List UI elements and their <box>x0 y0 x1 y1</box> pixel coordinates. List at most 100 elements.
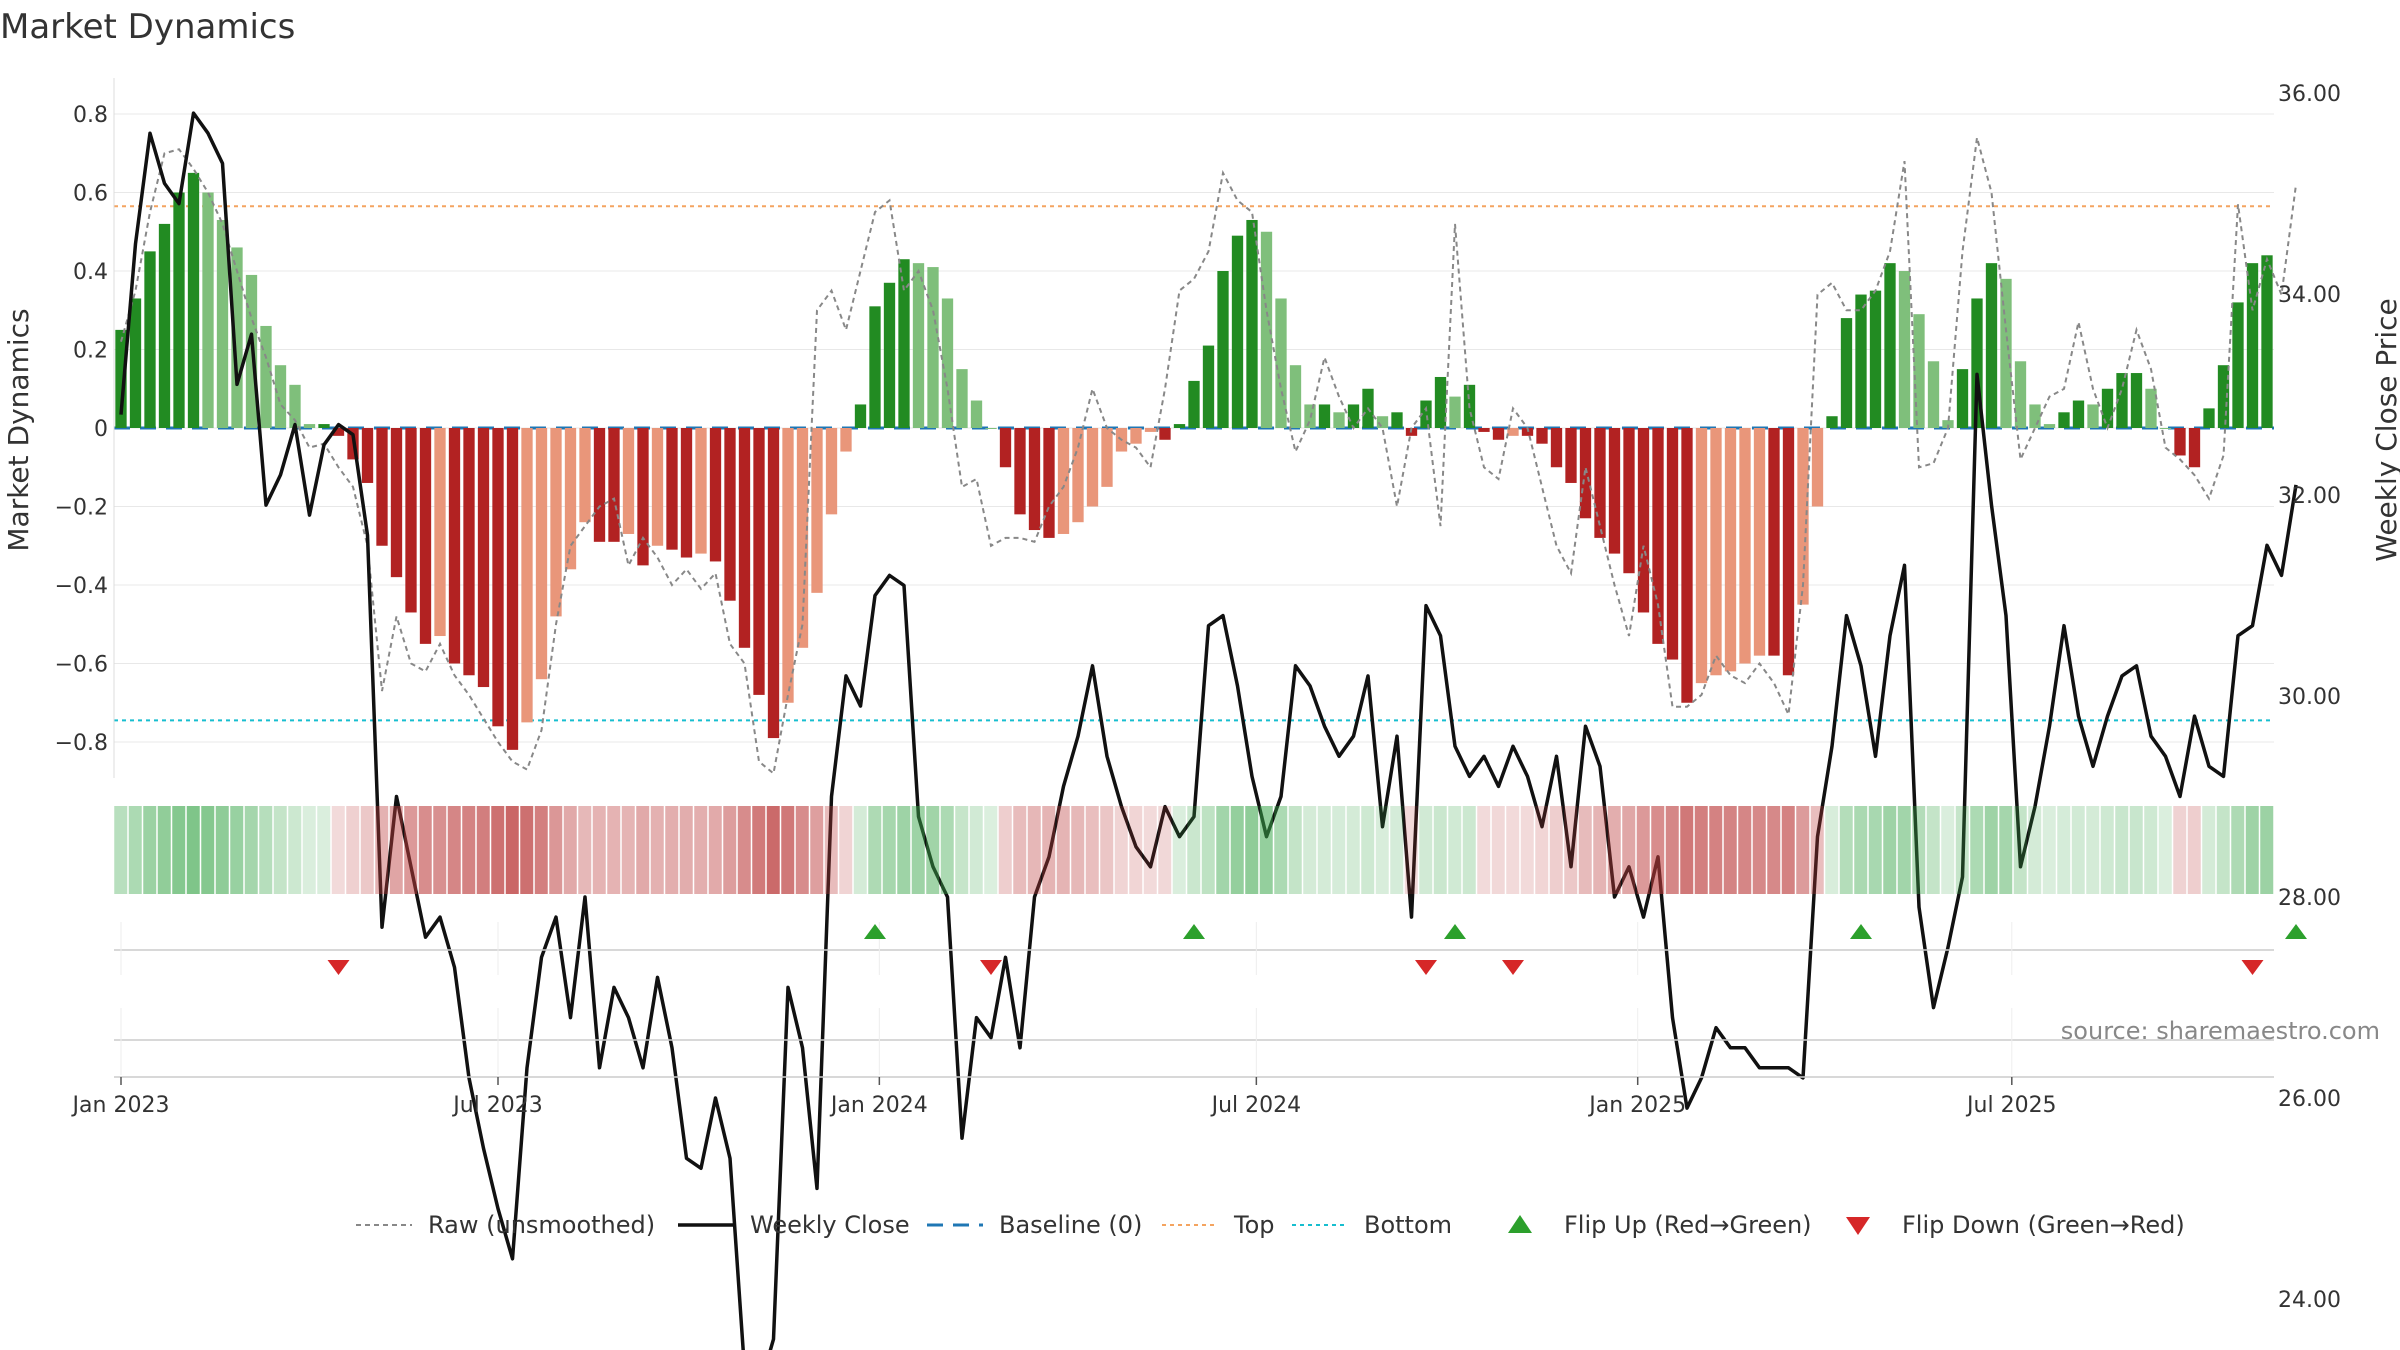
dynamics-bar <box>680 428 693 558</box>
heat-cell <box>781 806 795 894</box>
dynamics-bar <box>1971 298 1983 428</box>
legend-item: Weekly Close <box>678 1211 910 1239</box>
heat-cell <box>679 806 693 894</box>
heat-cell <box>389 806 403 894</box>
legend-label: Top <box>1233 1211 1275 1239</box>
heat-cell <box>1129 806 1143 894</box>
heat-cell <box>752 806 766 894</box>
heat-cell <box>1810 806 1824 894</box>
dynamics-bar <box>2203 408 2215 428</box>
heat-cell <box>1883 806 1897 894</box>
legend-label: Flip Down (Green→Red) <box>1902 1211 2185 1239</box>
heat-cell <box>1984 806 1998 894</box>
left-tick-label: −0.6 <box>55 653 108 678</box>
dynamics-bar <box>1507 428 1519 436</box>
dynamics-bar <box>419 428 432 644</box>
heat-cell <box>230 806 244 894</box>
right-tick-label: 36.00 <box>2278 82 2341 107</box>
heat-cell <box>2057 806 2071 894</box>
dynamics-bar <box>1260 231 1273 428</box>
dynamics-bar <box>738 428 751 648</box>
dynamics-bar <box>2145 388 2157 428</box>
dynamics-bar <box>390 428 403 578</box>
heat-cell <box>418 806 432 894</box>
heat-cell <box>360 806 374 894</box>
weekly-close-line <box>119 111 2298 1350</box>
heat-cell <box>1317 806 1331 894</box>
heat-cell <box>1535 806 1549 894</box>
heat-cell <box>2071 806 2085 894</box>
heat-cell <box>955 806 969 894</box>
heat-cell <box>1825 806 1839 894</box>
dynamics-bar <box>767 428 780 739</box>
dynamics-bar <box>1710 428 1722 676</box>
heat-cell <box>273 806 287 894</box>
dynamics-bar <box>1623 428 1635 574</box>
heat-cell <box>1448 806 1462 894</box>
left-tick-label: 0.4 <box>73 260 108 285</box>
dynamics-bar <box>463 428 475 676</box>
heat-cell <box>911 806 925 894</box>
dynamics-bar <box>854 404 867 428</box>
dynamics-bar <box>1608 428 1621 554</box>
dynamics-bar <box>2072 400 2085 428</box>
dynamics-bar <box>1057 428 1070 534</box>
heat-cell <box>520 806 534 894</box>
heat-cell <box>723 806 737 894</box>
dynamics-bar <box>1985 263 1998 428</box>
heat-cell <box>128 806 142 894</box>
heat-cell <box>2202 806 2216 894</box>
heat-cell <box>2086 806 2100 894</box>
right-tick-label: 24.00 <box>2278 1288 2341 1313</box>
heat-cell <box>1462 806 1476 894</box>
heat-cell <box>1491 806 1505 894</box>
dynamics-bar <box>550 428 562 617</box>
heat-cell <box>810 806 824 894</box>
heat-cell <box>1549 806 1563 894</box>
dynamics-bar <box>129 298 142 428</box>
dynamics-bar <box>956 369 968 428</box>
dynamics-bar <box>1434 376 1447 428</box>
dynamics-bar <box>811 428 823 593</box>
heat-cell <box>1767 806 1781 894</box>
heat-cell <box>1245 806 1259 894</box>
dynamics-bar <box>753 428 765 695</box>
dynamics-bar <box>1536 428 1548 444</box>
flip-up-marker <box>1850 924 1872 939</box>
dynamics-bar <box>115 329 127 428</box>
legend-label: Flip Up (Red→Green) <box>1564 1211 1812 1239</box>
heat-cell <box>2115 806 2129 894</box>
dynamics-bar <box>158 223 171 428</box>
heat-cell <box>491 806 505 894</box>
dynamics-bar <box>2130 373 2143 428</box>
legend: Raw (unsmoothed) Weekly Close Baseline (0)… <box>356 1211 2185 1239</box>
heat-cell <box>2028 806 2042 894</box>
dynamics-bar <box>1826 416 1838 428</box>
dynamics-bar <box>1391 412 1403 428</box>
heat-cell <box>1520 806 1534 894</box>
heat-cell <box>1651 806 1665 894</box>
dynamics-bar <box>898 259 910 428</box>
dynamics-bar <box>869 306 881 428</box>
dynamics-bar <box>2101 388 2114 428</box>
dynamics-bar <box>1956 369 1969 428</box>
heat-cell <box>1955 806 1969 894</box>
heat-cell <box>201 806 215 894</box>
dynamics-bar <box>2217 365 2230 428</box>
dynamics-bar <box>231 247 243 428</box>
dynamics-bar <box>434 428 446 637</box>
heat-cell <box>404 806 418 894</box>
legend-item: Flip Up (Red→Green) <box>1508 1211 1812 1239</box>
dynamics-bar <box>1695 428 1708 684</box>
dynamics-bar <box>1594 428 1606 538</box>
dynamics-bar <box>1492 428 1505 440</box>
dynamics-bar <box>1231 235 1244 428</box>
legend-item: Top <box>1162 1211 1275 1239</box>
legend-flip-down-swatch <box>1846 1217 1870 1235</box>
dynamics-bar <box>1318 404 1331 428</box>
heat-cell <box>1042 806 1056 894</box>
dynamics-bar <box>1913 314 1925 428</box>
heat-cell <box>882 806 896 894</box>
dynamics-bar <box>941 298 954 428</box>
